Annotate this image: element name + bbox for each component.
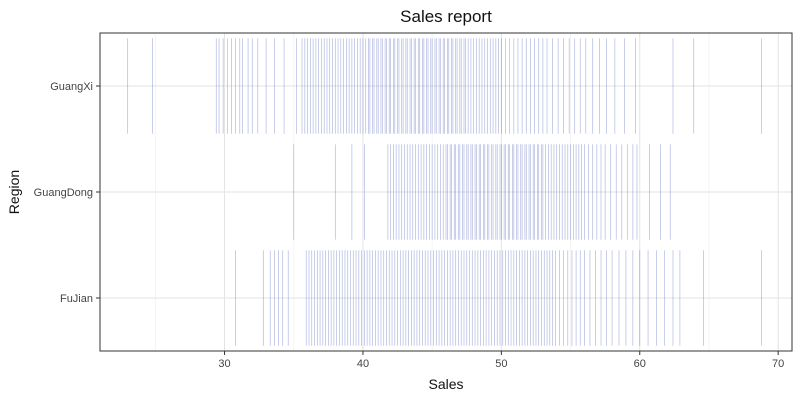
y-tick-label: FuJian [60, 293, 93, 305]
x-tick-label: 40 [357, 358, 369, 370]
y-axis: GuangXi GuangDong FuJian [34, 81, 100, 305]
x-axis: 30 40 50 60 70 [218, 351, 784, 370]
grid-lines [100, 33, 792, 351]
data-marks [127, 38, 762, 346]
x-axis-title: Sales [428, 376, 463, 392]
chart-title: Sales report [400, 7, 492, 26]
y-tick-label: GuangXi [50, 81, 93, 93]
y-axis-title: Region [6, 170, 22, 214]
y-tick-label: GuangDong [34, 187, 93, 199]
x-tick-label: 30 [218, 358, 230, 370]
x-tick-label: 60 [634, 358, 646, 370]
x-tick-label: 70 [772, 358, 784, 370]
x-tick-label: 50 [495, 358, 507, 370]
